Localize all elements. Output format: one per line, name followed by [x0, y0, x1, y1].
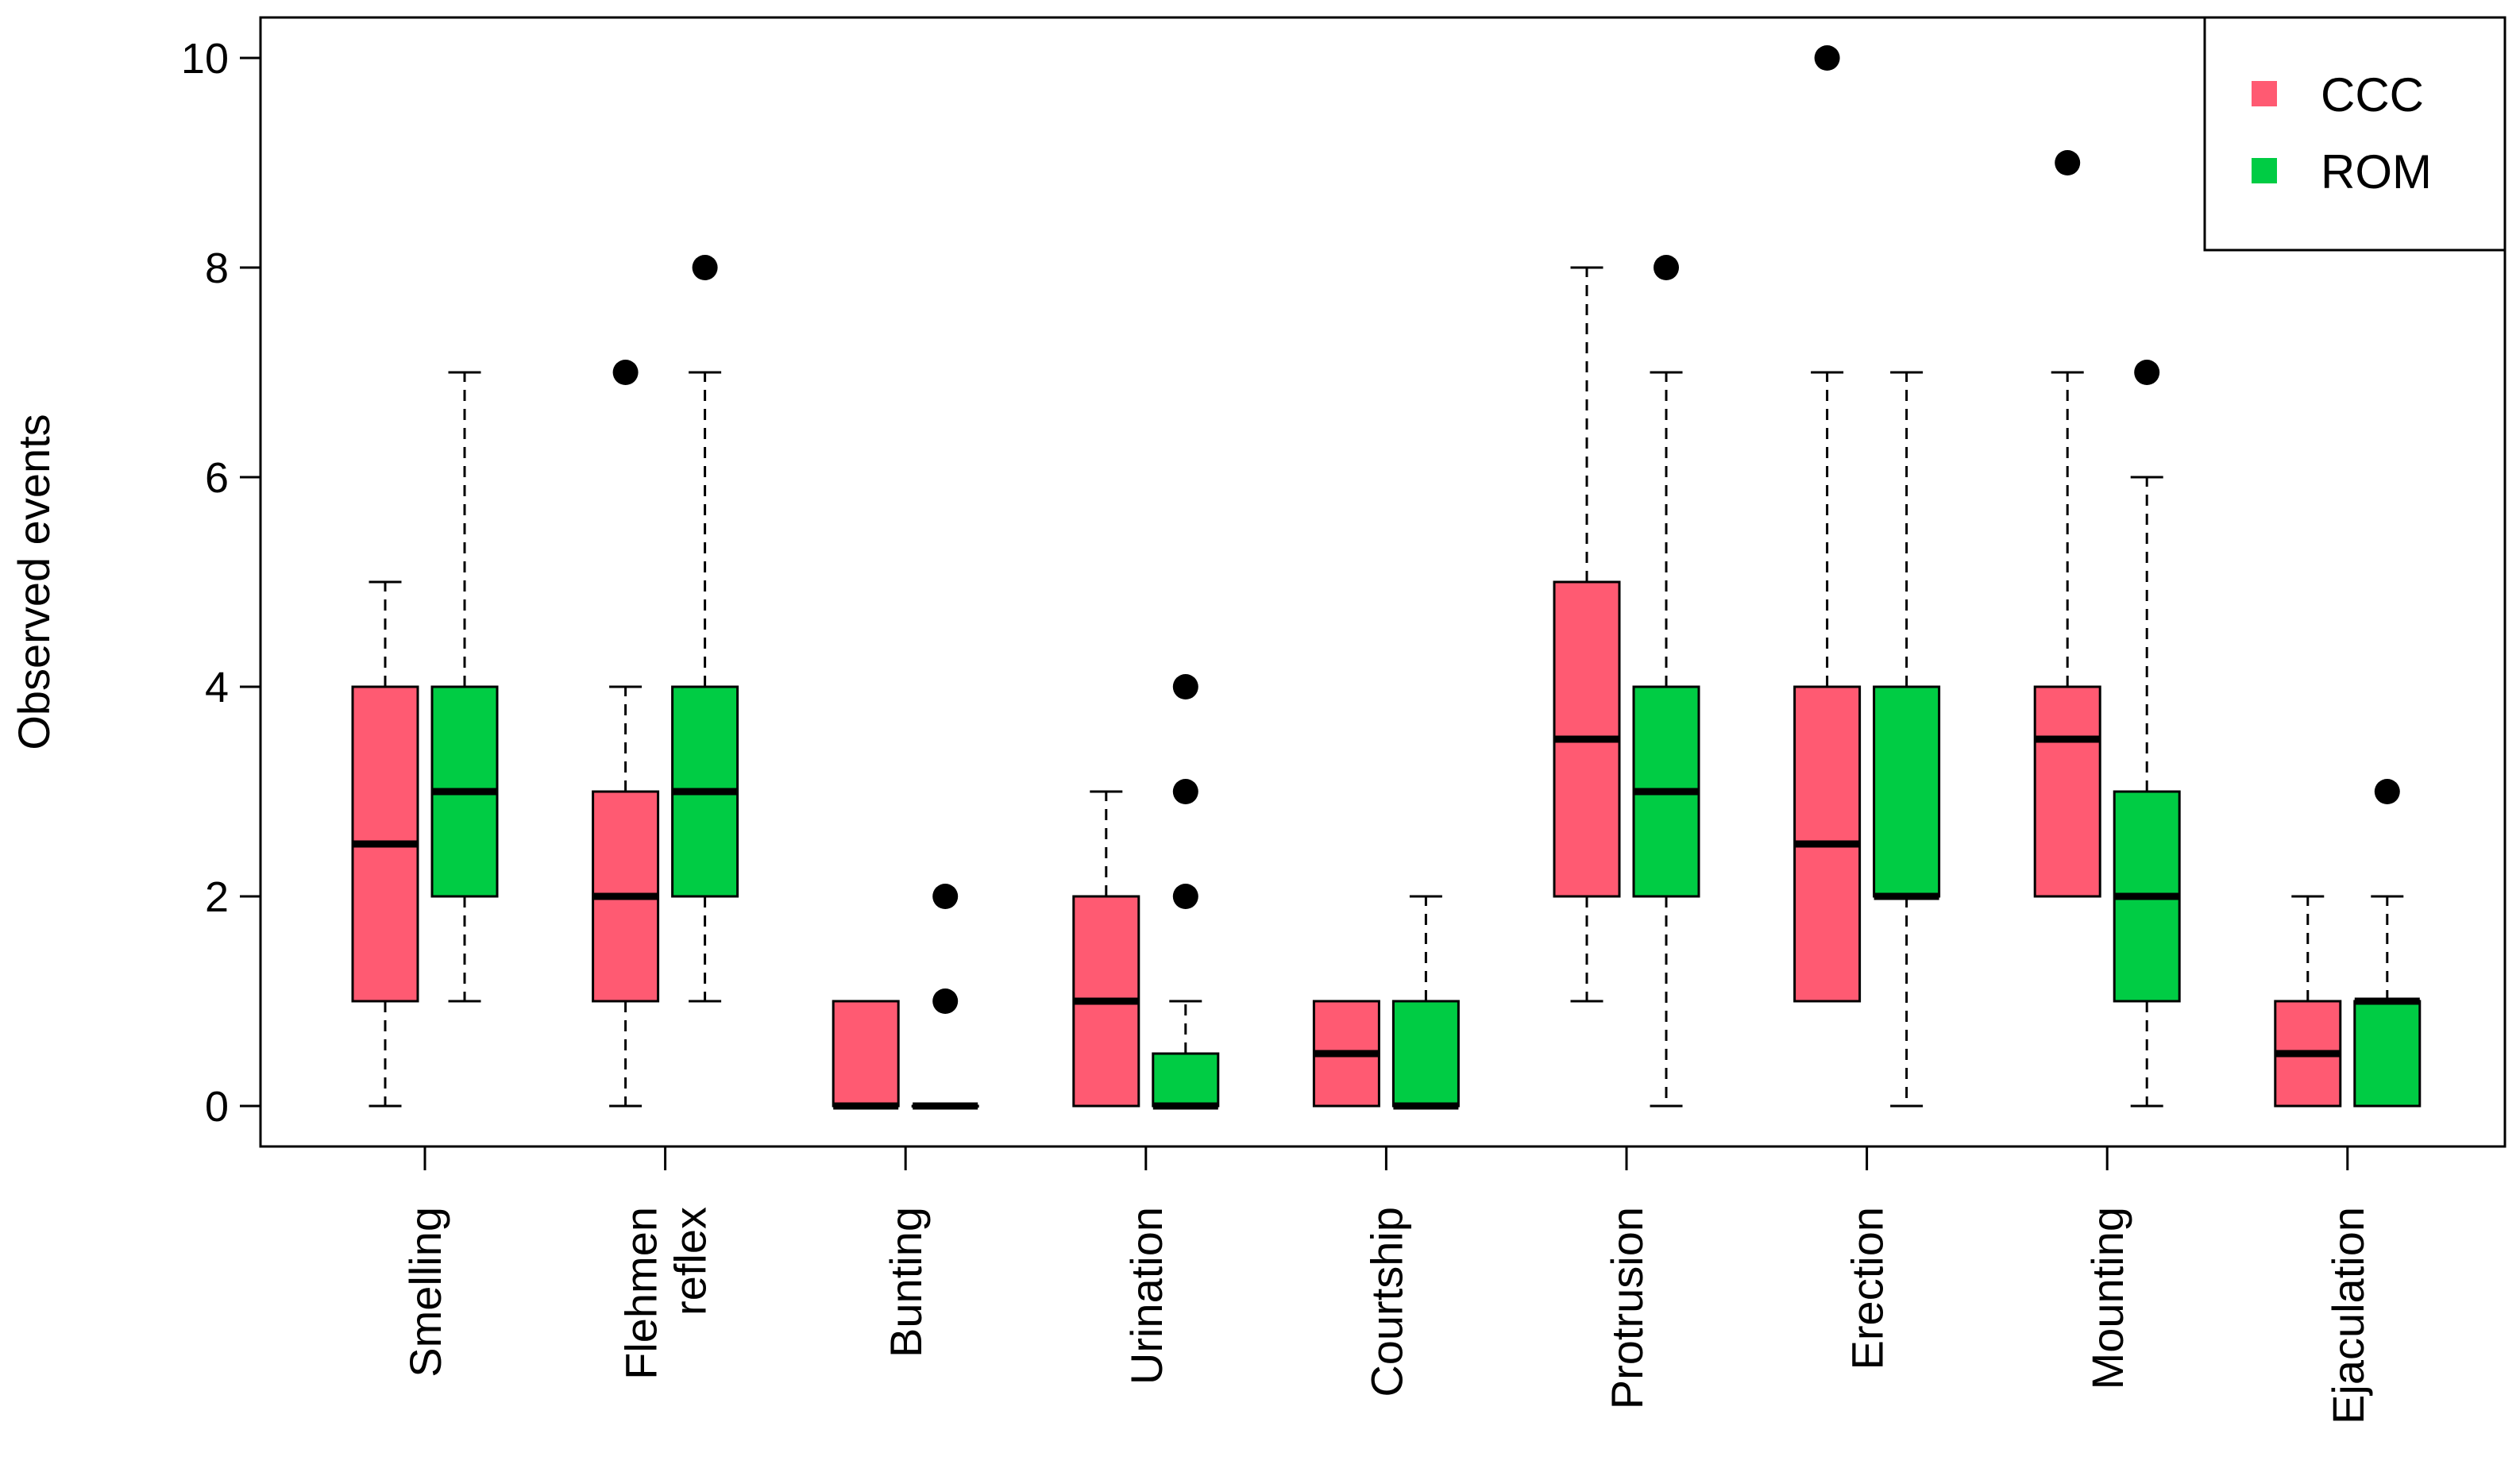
box-group — [1391, 895, 1460, 1110]
legend: CCC ROM — [2203, 16, 2506, 252]
box-group — [1793, 45, 1862, 1003]
outlier-point — [612, 360, 639, 385]
box-group — [1873, 371, 1941, 1108]
outlier-point — [1814, 45, 1840, 71]
box-group — [1072, 790, 1140, 1108]
category-label: Mounting — [2082, 1207, 2132, 1389]
outlier-point — [1654, 255, 1679, 280]
y-tick-label: 10 — [181, 35, 229, 83]
outlier-point — [932, 988, 959, 1014]
legend-label: CCC — [2321, 68, 2424, 121]
outlier-point — [1172, 884, 1198, 909]
legend-frame — [2203, 16, 2506, 252]
y-tick-label: 6 — [205, 454, 229, 502]
y-tick-label: 2 — [205, 873, 229, 921]
outlier-point — [2134, 360, 2160, 385]
box — [1873, 685, 1941, 898]
outlier-point — [692, 255, 718, 280]
category-label: Protrusion — [1602, 1207, 1652, 1409]
legend-swatch — [2252, 81, 2277, 106]
legend-swatch — [2252, 158, 2277, 183]
boxes-layer — [351, 45, 2422, 1110]
category-label: Courtship — [1361, 1207, 1411, 1397]
y-tick-label: 8 — [205, 245, 229, 292]
box-group — [351, 580, 419, 1108]
outlier-point — [2055, 150, 2081, 175]
y-tick-label: 4 — [205, 664, 229, 711]
category-label: Flehmen — [616, 1207, 666, 1380]
category-label: Erection — [1843, 1207, 1893, 1370]
y-axis-title: Observed events — [9, 414, 59, 749]
box-group — [1553, 266, 1621, 1003]
box-group — [430, 371, 499, 1003]
legend-label: ROM — [2321, 145, 2432, 198]
y-tick-label: 0 — [205, 1083, 229, 1131]
outlier-point — [932, 884, 959, 909]
box-group — [1152, 674, 1220, 1110]
outlier-point — [2374, 779, 2400, 804]
box-group — [2353, 779, 2422, 1108]
box-group — [592, 360, 660, 1108]
box-group — [2033, 150, 2101, 898]
category-label: Smelling — [400, 1207, 450, 1378]
box — [832, 1000, 900, 1108]
box-group — [832, 1000, 900, 1110]
outlier-point — [1172, 674, 1198, 699]
category-label: Bunting — [881, 1207, 931, 1358]
box-group — [1312, 1000, 1380, 1108]
box-group — [671, 255, 739, 1003]
box-group — [2274, 895, 2342, 1108]
box — [2353, 1000, 2422, 1108]
x-axis: Smelling Flehmen reflex Bunting Urination Cou… — [400, 1146, 2373, 1424]
y-axis: 0 2 4 6 8 10 — [181, 35, 262, 1131]
category-label: Urination — [1121, 1207, 1171, 1385]
outlier-point — [1172, 779, 1198, 804]
box-group — [911, 884, 979, 1110]
category-label: reflex — [666, 1207, 716, 1316]
box-group — [1632, 255, 1700, 1108]
box-group — [2113, 360, 2181, 1108]
box — [1152, 1052, 1220, 1108]
box — [1391, 1000, 1460, 1108]
category-label: Ejaculation — [2323, 1207, 2373, 1424]
box — [2033, 685, 2101, 898]
